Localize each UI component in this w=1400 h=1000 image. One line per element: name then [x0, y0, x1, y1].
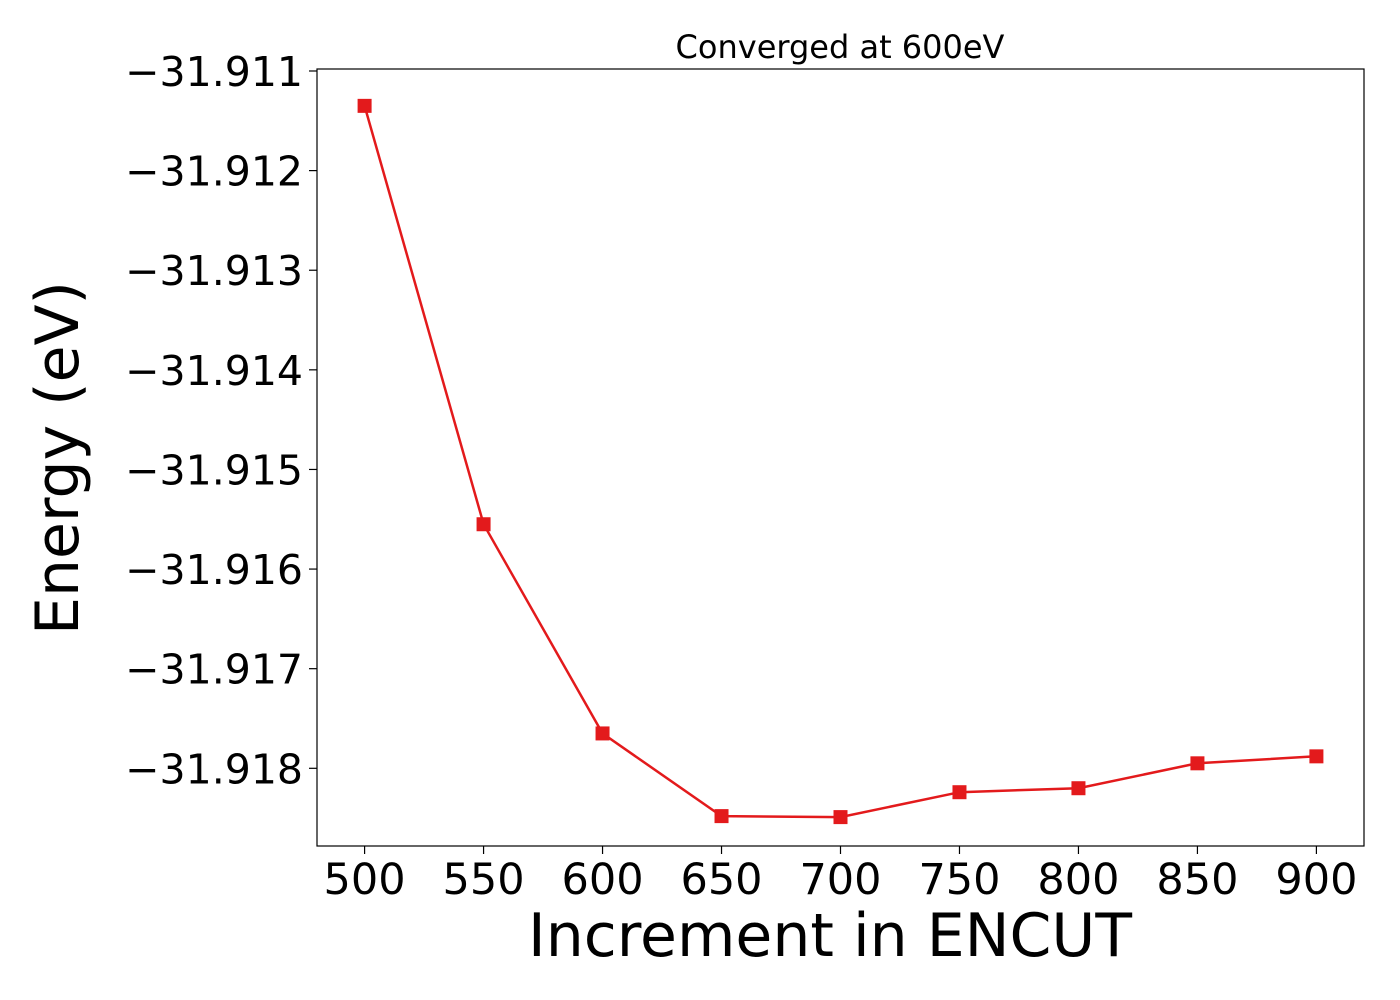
- y-tick-label: −31.915: [125, 446, 303, 494]
- data-point: [595, 726, 610, 741]
- x-axis-label: Increment in ENCUT: [528, 901, 1132, 971]
- data-point: [1309, 749, 1324, 764]
- y-axis: −31.911 −31.912 −31.913 −31.914 −31.915 −31.9…: [125, 48, 317, 793]
- x-tick-label: 700: [799, 855, 881, 905]
- series-line: [363, 105, 1317, 819]
- y-tick-label: −31.914: [125, 347, 303, 395]
- y-tick-label: −31.917: [125, 646, 303, 694]
- x-tick-label: 750: [918, 855, 1000, 905]
- x-tick-label: 600: [562, 855, 644, 905]
- data-point: [1071, 781, 1086, 796]
- x-tick-label: 850: [1156, 855, 1238, 905]
- x-tick-label: 650: [680, 855, 762, 905]
- data-point: [952, 785, 967, 800]
- x-tick-label: 500: [324, 855, 406, 905]
- y-tick-label: −31.912: [125, 148, 303, 196]
- data-point: [357, 98, 372, 113]
- data-point: [833, 810, 848, 825]
- data-point: [1190, 756, 1205, 771]
- chart-title: Converged at 600eV: [676, 28, 1005, 66]
- y-tick-label: −31.911: [125, 48, 303, 96]
- y-tick-label: −31.918: [125, 745, 303, 793]
- y-tick-label: −31.913: [125, 247, 303, 295]
- data-point: [476, 517, 491, 532]
- plot-area: [316, 68, 1365, 847]
- x-tick-label: 800: [1037, 855, 1119, 905]
- series-layer: [357, 98, 1324, 825]
- x-tick-label: 550: [443, 855, 525, 905]
- data-point: [714, 809, 729, 824]
- x-tick-label: 900: [1275, 855, 1357, 905]
- y-axis-label: Energy (eV): [23, 281, 93, 635]
- y-tick-label: −31.916: [125, 546, 303, 594]
- x-axis: 500 550 600 650 700 750 800 850 900: [324, 846, 1357, 905]
